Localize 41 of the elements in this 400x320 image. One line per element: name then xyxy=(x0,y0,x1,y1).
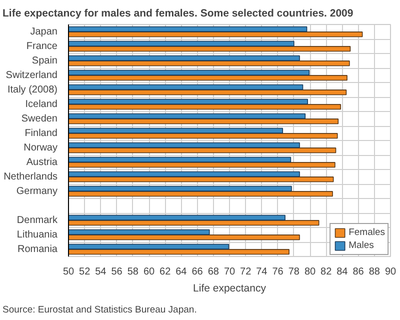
x-tick-label: 72 xyxy=(240,266,252,278)
x-tick-label: 60 xyxy=(143,266,155,278)
y-tick-label: Denmark xyxy=(16,214,58,226)
x-tick-label: 80 xyxy=(304,266,316,278)
x-tick-label: 68 xyxy=(208,266,220,278)
y-tick-label: Iceland xyxy=(25,98,58,110)
source-note: Source: Eurostat and Statistics Bureau Japan. xyxy=(2,304,197,316)
y-tick-label: Italy (2008) xyxy=(7,84,58,96)
x-tick-label: 58 xyxy=(127,266,139,278)
x-tick-label: 86 xyxy=(352,266,364,278)
y-tick-label: Netherlands xyxy=(4,171,58,182)
x-tick-label: 54 xyxy=(95,266,107,278)
legend-label: Males xyxy=(348,240,374,251)
x-tick-label: 84 xyxy=(336,266,348,278)
y-tick-label: Sweden xyxy=(21,113,58,124)
y-tick-label: Japan xyxy=(30,26,58,38)
x-tick-label: 82 xyxy=(320,266,332,278)
y-tick-label: Finland xyxy=(24,128,58,139)
y-tick-label: Switzerland xyxy=(6,70,58,81)
x-tick-label: 74 xyxy=(256,266,268,278)
x-tick-label: 70 xyxy=(224,266,236,278)
x-tick-label: 52 xyxy=(79,266,91,278)
chart-title: Life expectancy for males and females. Some selected countries. 2009 xyxy=(2,8,354,20)
y-tick-label: Lithuania xyxy=(16,229,58,240)
y-tick-label: France xyxy=(26,40,58,52)
x-axis-title: Life expectancy xyxy=(193,282,267,294)
x-tick-label: 90 xyxy=(384,266,396,278)
y-tick-label: Austria xyxy=(26,156,58,168)
x-tick-label: 88 xyxy=(368,266,380,278)
x-tick-label: 50 xyxy=(62,266,74,278)
y-tick-label: Norway xyxy=(24,142,58,154)
y-tick-label: Germany xyxy=(16,186,58,197)
y-tick-label: Romania xyxy=(17,244,58,255)
y-tick-label: Spain xyxy=(32,55,58,66)
x-tick-label: 78 xyxy=(288,266,300,278)
x-tick-label: 76 xyxy=(272,266,284,278)
x-tick-label: 66 xyxy=(192,266,204,278)
x-tick-label: 62 xyxy=(160,266,172,278)
x-tick-label: 64 xyxy=(176,266,188,278)
x-tick-label: 56 xyxy=(111,266,123,278)
legend-label: Females xyxy=(348,227,385,238)
